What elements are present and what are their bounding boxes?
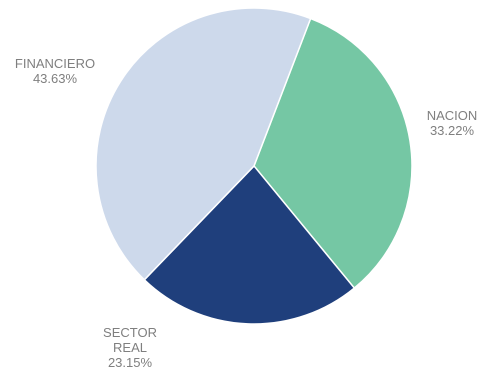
pie-value-label: 23.15% [108,355,153,370]
pie-label-nacion: NACION 33.22% [427,108,478,138]
pie-category-label: FINANCIERO [15,56,95,71]
pie-label-financiero: FINANCIERO 43.63% [15,56,95,86]
pie-labels: NACION 33.22% SECTOR REAL 23.15% FINANCIERO 43… [15,56,477,370]
pie-category-label: NACION [427,108,478,123]
pie-label-sector-real: SECTOR REAL 23.15% [103,325,157,370]
pie-slice-sector-real [143,164,356,325]
pie-category-label: REAL [113,340,147,355]
pie-slices [95,7,413,325]
pie-value-label: 43.63% [33,71,78,86]
pie-category-label: SECTOR [103,325,157,340]
pie-slice-financiero [95,7,312,281]
pie-value-label: 33.22% [430,123,475,138]
pie-slice-nacion [253,17,413,290]
